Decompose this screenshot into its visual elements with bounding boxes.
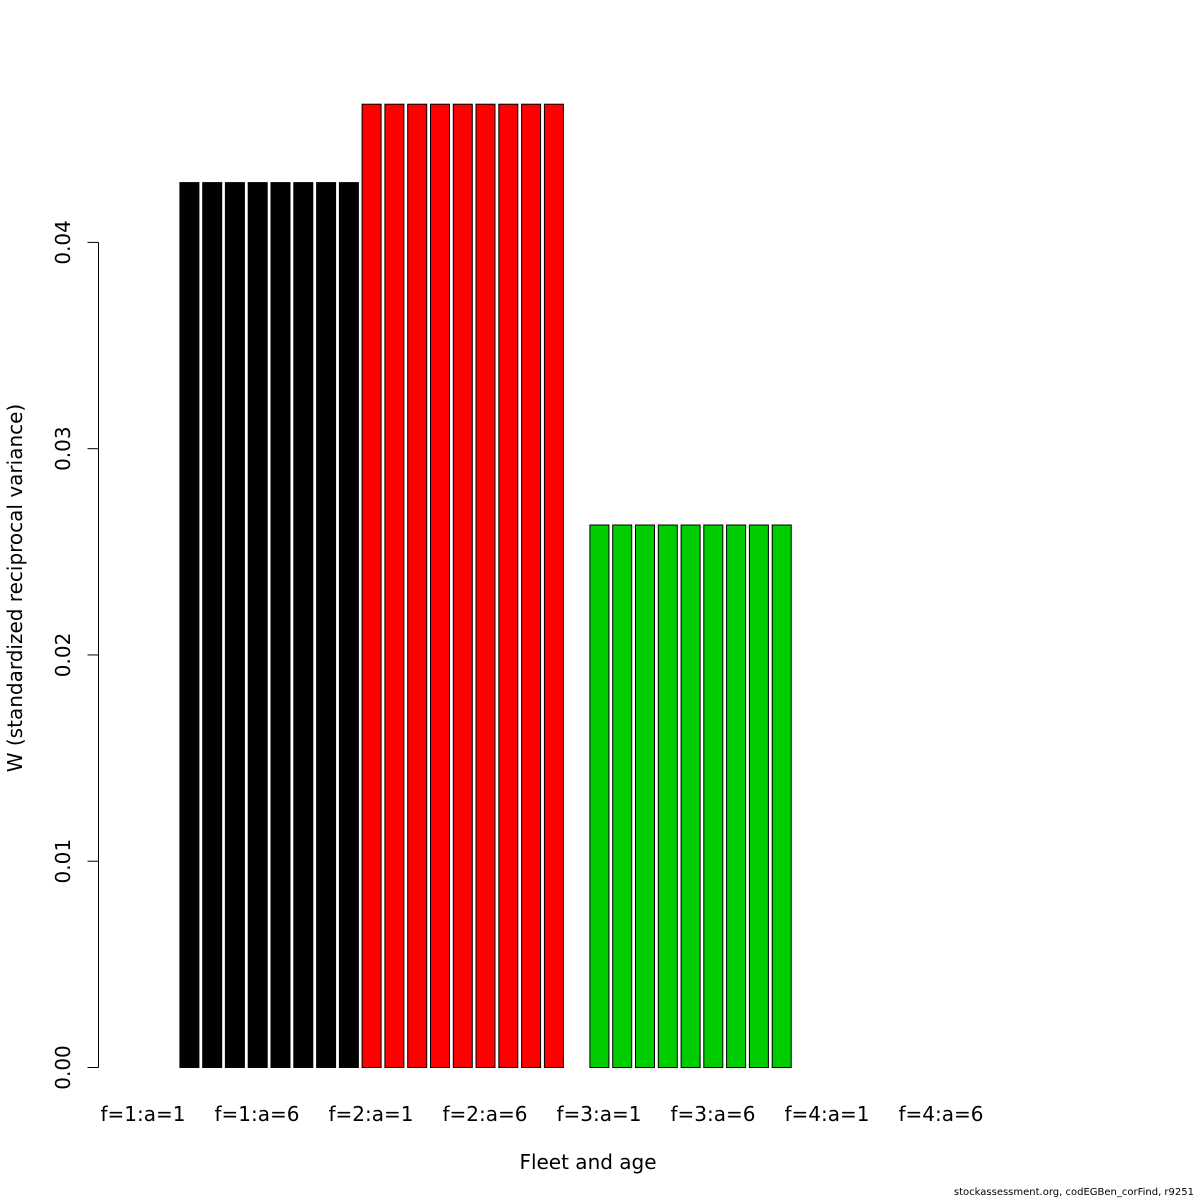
bar-f-2-a-4 <box>430 103 450 1068</box>
bar-f-3-a-2 <box>612 524 633 1068</box>
y-tick-label: 0.01 <box>51 839 75 884</box>
bar-f-3-a-6 <box>703 524 724 1068</box>
bars-group <box>179 103 792 1069</box>
bar-f-2-a-1 <box>361 103 382 1068</box>
bar-f-1-a-4 <box>247 182 268 1069</box>
y-axis-title: W (standardized reciprocal variance) <box>3 404 27 773</box>
bar-f-1-a-3 <box>224 182 245 1069</box>
bar-f-1-a-8 <box>338 182 359 1069</box>
y-axis: 0.00 0.01 0.02 0.03 0.04 <box>51 220 99 1090</box>
bar-f-2-a-9 <box>543 103 564 1068</box>
bar-f-2-a-5 <box>452 103 473 1068</box>
bar-f-3-a-9 <box>771 524 792 1068</box>
y-tick-label: 0.00 <box>51 1045 75 1090</box>
x-tick-label: f=2:a=6 <box>443 1102 528 1126</box>
bar-f-2-a-8 <box>521 103 542 1068</box>
x-tick-label: f=2:a=1 <box>329 1102 414 1126</box>
bar-f-1-a-5 <box>270 182 291 1069</box>
x-tick-label: f=3:a=6 <box>671 1102 756 1126</box>
x-axis-labels: f=1:a=1 f=1:a=6 f=2:a=1 f=2:a=6 f=3:a=1 f=3:a… <box>101 1102 984 1126</box>
x-tick-label: f=1:a=1 <box>101 1102 186 1126</box>
footer-credit: stockassessment.org, codEGBen_corFind, r… <box>953 1187 1194 1198</box>
bar-f-1-a-1 <box>179 182 200 1069</box>
bar-f-3-a-4 <box>657 524 678 1068</box>
y-tick-label: 0.04 <box>51 220 75 265</box>
bar-f-3-a-8 <box>748 524 769 1068</box>
bar-f-3-a-3 <box>635 524 655 1068</box>
bar-f-2-a-7 <box>498 103 519 1068</box>
x-tick-label: f=4:a=6 <box>899 1102 984 1126</box>
bar-f-2-a-3 <box>407 103 428 1068</box>
bar-f-2-a-6 <box>475 103 496 1068</box>
bar-f-1-a-6 <box>293 182 314 1069</box>
x-tick-label: f=1:a=6 <box>215 1102 300 1126</box>
bar-f-3-a-7 <box>726 524 747 1068</box>
x-axis-title: Fleet and age <box>519 1150 656 1174</box>
x-tick-label: f=4:a=1 <box>785 1102 870 1126</box>
x-tick-label: f=3:a=1 <box>557 1102 642 1126</box>
y-tick-label: 0.02 <box>51 633 75 678</box>
y-tick-label: 0.03 <box>51 426 75 471</box>
bar-f-1-a-7 <box>316 182 337 1069</box>
bar-f-2-a-2 <box>384 103 405 1068</box>
bar-f-3-a-1 <box>589 524 610 1068</box>
bar-f-3-a-5 <box>680 524 701 1068</box>
bar-f-1-a-2 <box>202 182 223 1069</box>
